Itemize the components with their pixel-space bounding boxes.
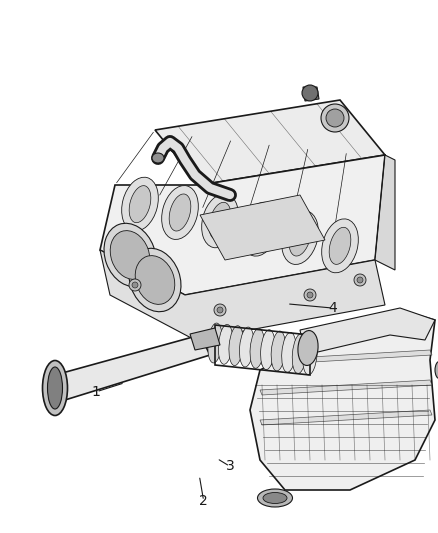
Ellipse shape [42, 360, 67, 416]
Polygon shape [260, 410, 432, 425]
Ellipse shape [263, 492, 287, 504]
Ellipse shape [122, 177, 159, 231]
Ellipse shape [435, 361, 438, 379]
Polygon shape [155, 100, 385, 185]
Ellipse shape [282, 211, 318, 264]
Ellipse shape [135, 256, 175, 304]
Ellipse shape [104, 223, 156, 287]
Ellipse shape [219, 325, 233, 364]
Polygon shape [260, 380, 432, 395]
Ellipse shape [261, 330, 275, 369]
Ellipse shape [242, 202, 278, 256]
Polygon shape [260, 350, 432, 365]
Ellipse shape [298, 330, 318, 366]
Ellipse shape [321, 219, 358, 273]
Ellipse shape [229, 326, 243, 366]
Polygon shape [55, 335, 210, 400]
Ellipse shape [201, 194, 238, 248]
Polygon shape [303, 87, 319, 101]
Circle shape [307, 292, 313, 298]
Ellipse shape [129, 248, 181, 312]
Ellipse shape [282, 333, 296, 372]
Ellipse shape [129, 185, 151, 223]
Ellipse shape [271, 331, 286, 371]
Polygon shape [190, 328, 220, 350]
Polygon shape [200, 195, 325, 260]
Text: 3: 3 [226, 459, 234, 473]
Ellipse shape [209, 203, 231, 239]
Ellipse shape [329, 227, 351, 264]
Polygon shape [100, 250, 385, 340]
Polygon shape [250, 310, 435, 490]
Ellipse shape [208, 323, 222, 363]
Ellipse shape [249, 211, 271, 248]
Ellipse shape [47, 367, 63, 409]
Circle shape [217, 307, 223, 313]
Circle shape [304, 289, 316, 301]
Ellipse shape [326, 109, 344, 127]
Circle shape [214, 304, 226, 316]
Ellipse shape [292, 334, 307, 374]
Ellipse shape [289, 219, 311, 256]
Polygon shape [100, 155, 385, 295]
Ellipse shape [250, 328, 265, 368]
Text: 4: 4 [328, 301, 337, 315]
Circle shape [129, 279, 141, 291]
Ellipse shape [152, 153, 164, 163]
Text: 2: 2 [199, 494, 208, 508]
Circle shape [354, 274, 366, 286]
Circle shape [357, 277, 363, 283]
Ellipse shape [162, 185, 198, 239]
Ellipse shape [110, 231, 150, 279]
Text: 1: 1 [92, 385, 101, 399]
Ellipse shape [240, 327, 254, 367]
Polygon shape [300, 308, 435, 355]
Circle shape [132, 282, 138, 288]
Polygon shape [375, 155, 395, 270]
Ellipse shape [169, 194, 191, 231]
Ellipse shape [258, 489, 293, 507]
Ellipse shape [321, 104, 349, 132]
Circle shape [302, 85, 318, 101]
Ellipse shape [303, 335, 317, 375]
